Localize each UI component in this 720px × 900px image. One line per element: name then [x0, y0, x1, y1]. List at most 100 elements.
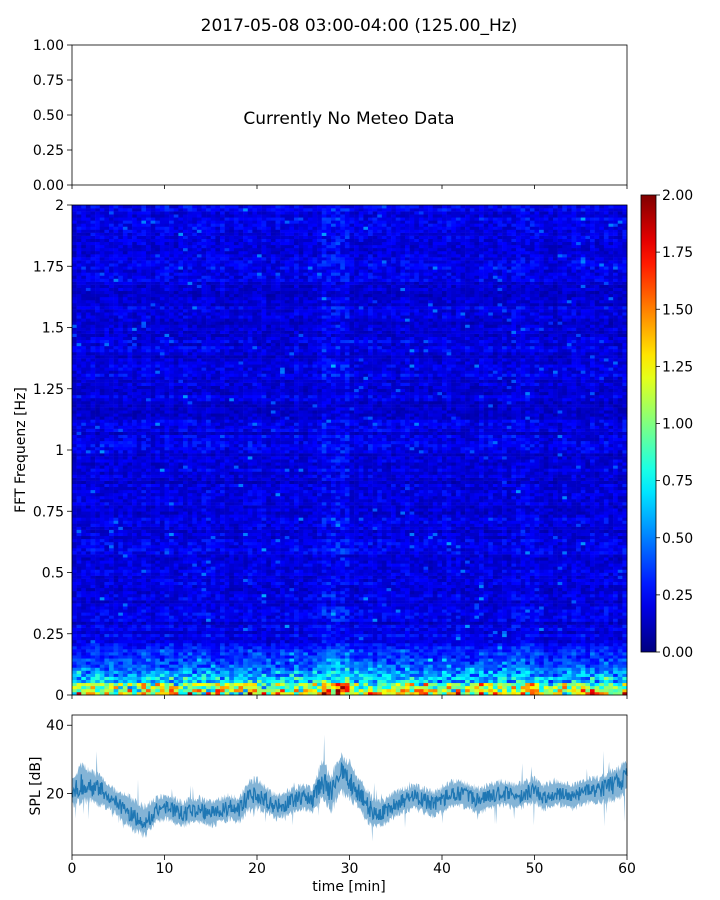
- heatmap-cell: [146, 633, 151, 638]
- heatmap-cell: [243, 593, 249, 598]
- heatmap-cell: [72, 658, 77, 662]
- heatmap-cell: [548, 658, 554, 662]
- heatmap-cell: [210, 578, 216, 582]
- heatmap-cell: [372, 658, 378, 662]
- heatmap-cell: [206, 682, 212, 687]
- heatmap-cell: [127, 600, 133, 604]
- heatmap-cell: [220, 667, 225, 671]
- heatmap-cell: [85, 606, 91, 610]
- heatmap-cell: [465, 655, 471, 659]
- heatmap-cell: [460, 621, 466, 625]
- heatmap-cell: [331, 676, 336, 680]
- heatmap-cell: [488, 667, 494, 671]
- heatmap-cell: [511, 691, 517, 696]
- heatmap-cell: [386, 646, 392, 650]
- heatmap-cell: [95, 679, 101, 684]
- heatmap-cell: [132, 624, 138, 628]
- heatmap-cell: [196, 646, 202, 650]
- heatmap-cell: [377, 649, 383, 653]
- heatmap-cell: [534, 618, 540, 622]
- heatmap-cell: [252, 606, 258, 610]
- heatmap-cell: [178, 621, 184, 625]
- heatmap-cell: [132, 618, 138, 622]
- heatmap-cell: [289, 636, 295, 641]
- heatmap-cell: [266, 667, 272, 671]
- heatmap-cell: [358, 670, 364, 674]
- heatmap-cell: [187, 575, 193, 579]
- heatmap-cell: [81, 624, 87, 628]
- heatmap-cell: [294, 679, 299, 684]
- heatmap-cell: [358, 673, 364, 677]
- heatmap-cell: [442, 624, 447, 628]
- heatmap-cell: [303, 618, 309, 622]
- heatmap-cell: [368, 688, 373, 693]
- heatmap-cell: [455, 673, 461, 677]
- heatmap-cell: [516, 615, 521, 619]
- heatmap-cell: [354, 639, 360, 644]
- heatmap-cell: [423, 603, 429, 607]
- heatmap-cell: [483, 636, 489, 641]
- heatmap-cell: [261, 633, 267, 638]
- heatmap-cell: [469, 639, 475, 644]
- heatmap-cell: [321, 587, 327, 592]
- heatmap-cell: [210, 630, 216, 635]
- heatmap-cell: [539, 600, 545, 604]
- heatmap-cell: [266, 590, 272, 595]
- heatmap-cell: [321, 597, 327, 601]
- heatmap-cell: [562, 642, 568, 647]
- heatmap-cell: [187, 603, 193, 607]
- heatmap-cell: [104, 572, 110, 576]
- heatmap-cell: [368, 682, 373, 687]
- heatmap-cell: [386, 655, 392, 659]
- heatmap-cell: [173, 578, 179, 582]
- heatmap-cell: [409, 688, 415, 693]
- heatmap-cell: [159, 609, 165, 613]
- heatmap-cell: [266, 606, 272, 610]
- heatmap-cell: [146, 679, 151, 684]
- heatmap-cell: [196, 639, 202, 644]
- heatmap-cell: [104, 566, 110, 570]
- heatmap-cell: [553, 633, 558, 638]
- heatmap-cell: [247, 649, 253, 653]
- heatmap-cell: [465, 615, 471, 619]
- heatmap-cell: [553, 606, 558, 610]
- heatmap-cell: [238, 661, 244, 665]
- heatmap-cell: [603, 606, 609, 610]
- heatmap-cell: [377, 612, 383, 616]
- heatmap-cell: [159, 587, 165, 592]
- heatmap-cell: [95, 593, 101, 598]
- heatmap-cell: [141, 587, 147, 592]
- heatmap-cell: [289, 627, 295, 631]
- heatmap-cell: [428, 597, 434, 601]
- heatmap-cell: [247, 646, 253, 650]
- heatmap-cell: [159, 652, 165, 656]
- heatmap-cell: [474, 673, 480, 677]
- heatmap-cell: [220, 593, 225, 598]
- heatmap-cell: [178, 636, 184, 641]
- heatmap-cell: [210, 606, 216, 610]
- heatmap-cell: [243, 682, 249, 687]
- heatmap-cell: [557, 609, 563, 613]
- heatmap-cell: [432, 575, 438, 579]
- heatmap-cell: [113, 609, 119, 613]
- heatmap-cell: [442, 667, 447, 671]
- heatmap-cell: [557, 655, 563, 659]
- heatmap-cell: [173, 682, 179, 687]
- heatmap-cell: [85, 688, 91, 693]
- heatmap-cell: [331, 661, 336, 665]
- heatmap-cell: [492, 688, 498, 693]
- heatmap-cell: [113, 649, 119, 653]
- heatmap-cell: [423, 646, 429, 650]
- heatmap-cell: [603, 618, 609, 622]
- heatmap-cell: [307, 566, 313, 570]
- heatmap-cell: [127, 575, 133, 579]
- heatmap-cell: [617, 624, 623, 628]
- heatmap-cell: [113, 661, 119, 665]
- heatmap-cell: [72, 667, 77, 671]
- heatmap-cell: [317, 639, 323, 644]
- heatmap-cell: [307, 587, 313, 592]
- heatmap-cell: [576, 649, 582, 653]
- heatmap-cell: [270, 618, 276, 622]
- heatmap-cell: [400, 667, 406, 671]
- heatmap-cell: [331, 624, 336, 628]
